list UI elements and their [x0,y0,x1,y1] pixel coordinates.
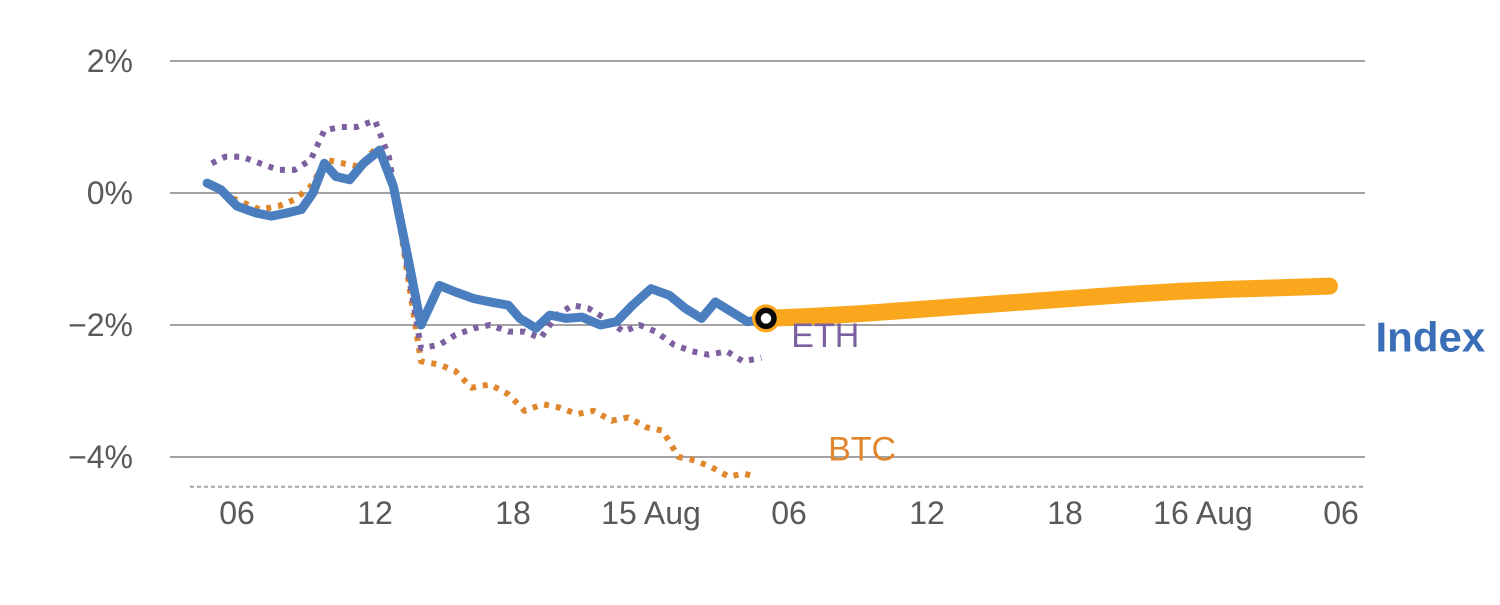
y-tick-label: 0% [87,175,133,211]
x-tick-label: 06 [1323,495,1359,531]
x-tick-label: 06 [219,495,255,531]
series-index-forecast-line [757,277,1338,327]
y-tick-label: −2% [68,307,133,343]
series-eth-line [210,117,762,365]
x-tick-label: 18 [495,495,531,531]
series-btc-line [210,143,758,480]
y-tick-label: −4% [68,439,133,475]
x-tick-label: 06 [771,495,807,531]
x-tick-label: 16 Aug [1153,495,1253,531]
x-tick-label: 18 [1047,495,1083,531]
x-tick-label: 12 [909,495,945,531]
y-tick-label: 2% [87,43,133,79]
series-label-eth: ETH [791,317,859,355]
forecast-start-marker-ring [755,307,777,330]
series-label-index: Index [1376,313,1486,360]
x-tick-label: 15 Aug [601,495,701,531]
x-tick-label: 12 [357,495,393,531]
series-label-btc: BTC [828,430,896,468]
series-index-line [202,145,771,333]
